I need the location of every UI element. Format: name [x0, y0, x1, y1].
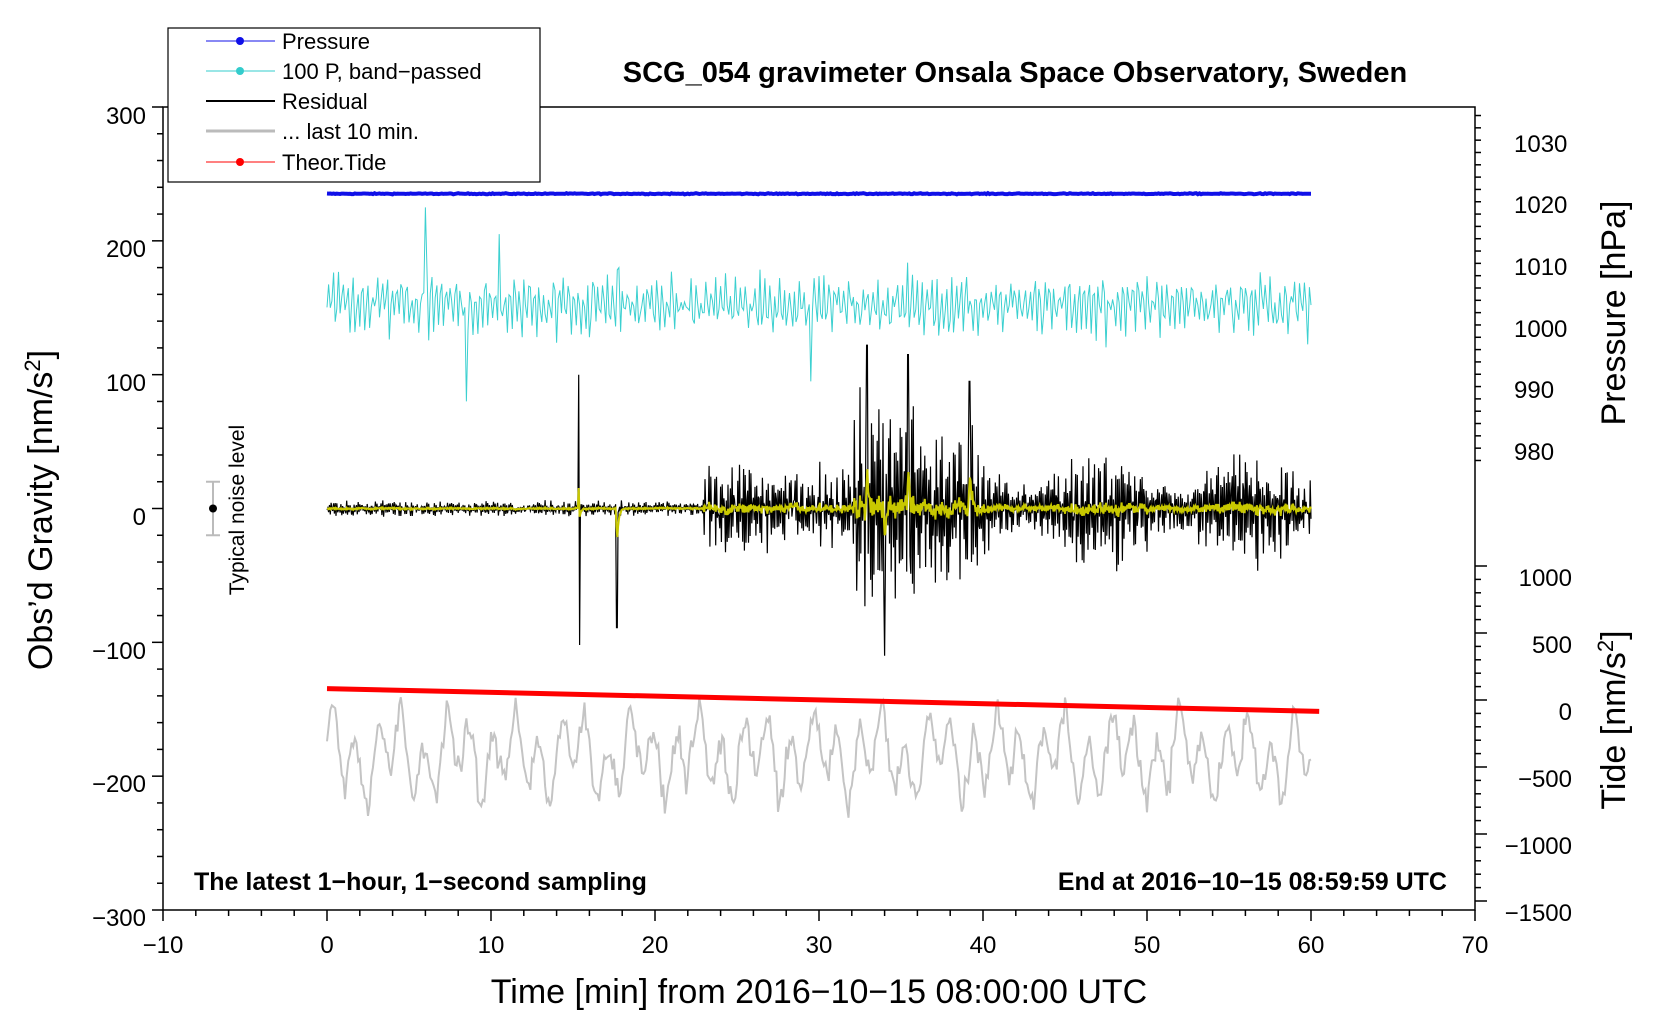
pressure-tick-labels: 1030 1020 1010 1000 990 980: [1514, 131, 1567, 466]
legend-label: ... last 10 min.: [282, 119, 419, 144]
left-y-tick-label: 300: [106, 103, 146, 130]
pressure-tick-label: 1030: [1514, 131, 1567, 158]
legend-entry-pressure: Pressure: [206, 29, 370, 54]
theoretical-tide-series: [326, 686, 1320, 714]
tick-layer: [152, 106, 1487, 921]
left-y-tick-label: −300: [92, 905, 146, 932]
x-tick-label: 30: [806, 932, 833, 959]
left-y-tick-label: 200: [106, 236, 146, 263]
x-tick-labels: −10 0 10 20 30 40 50 60 70: [143, 932, 1489, 959]
noise-level-indicator: Typical noise level: [206, 425, 249, 595]
x-tick-label: 10: [478, 932, 505, 959]
tide-axis-label: Tide [nm/s: [1595, 652, 1633, 809]
tide-tick-label: 0: [1559, 699, 1572, 726]
tide-tick-label: −1500: [1505, 900, 1572, 927]
legend-marker: [236, 37, 244, 45]
series-layer: [326, 190, 1320, 818]
pressure-tick-label: 990: [1514, 377, 1554, 404]
x-tick-label: 20: [642, 932, 669, 959]
pressure-tick-label: 1020: [1514, 192, 1567, 219]
legend-label: 100 P, band−passed: [282, 59, 482, 84]
pressure-axis-title: Pressure [hPa]: [1595, 201, 1633, 426]
pressure-series: [326, 190, 1311, 197]
pressure-tick-label: 1000: [1514, 316, 1567, 343]
residual-smoothed-series: [326, 469, 1312, 538]
legend-entry-last-10-min: ... last 10 min.: [206, 119, 419, 144]
pressure-tick-label: 1010: [1514, 254, 1567, 281]
x-tick-label: 50: [1134, 932, 1161, 959]
left-y-tick-label: −100: [92, 638, 146, 665]
footer-left-note: The latest 1−hour, 1−second sampling: [194, 868, 647, 896]
left-y-tick-label: −200: [92, 771, 146, 798]
left-axis-title: Obs’d Gravity [nm/s2]: [20, 350, 61, 670]
legend-marker: [236, 158, 244, 166]
tide-axis-label-sup: 2: [1593, 640, 1618, 652]
tide-tick-labels: 1000 500 0 −500 −1000 −1500: [1505, 565, 1572, 927]
legend-box: [167, 27, 541, 183]
x-axis-title: Time [min] from 2016−10−15 08:00:00 UTC: [491, 973, 1147, 1011]
pressure-tick-label: 980: [1514, 439, 1554, 466]
x-tick-label: 0: [320, 932, 333, 959]
x-tick-label: −10: [143, 932, 184, 959]
tide-axis-title: Tide [nm/s2]: [1593, 630, 1634, 809]
band-passed-pressure-series: [326, 207, 1312, 402]
chart-title: SCG_054 gravimeter Onsala Space Observat…: [623, 57, 1407, 89]
legend-label: Theor.Tide: [282, 150, 386, 175]
footer-right-note: End at 2016−10−15 08:59:59 UTC: [1058, 868, 1447, 896]
left-axis-label-end: ]: [22, 350, 60, 359]
left-y-tick-label: 0: [133, 504, 146, 531]
tide-tick-label: −500: [1518, 766, 1572, 793]
tide-tick-label: −1000: [1505, 833, 1572, 860]
legend-entry-band-passed: 100 P, band−passed: [206, 59, 482, 84]
noise-dot: [209, 504, 217, 513]
legend-entry-theor-tide: Theor.Tide: [206, 150, 386, 175]
last-10-min-series: [326, 696, 1312, 818]
x-tick-label: 70: [1462, 932, 1489, 959]
noise-label: Typical noise level: [226, 425, 249, 595]
legend-label: Residual: [282, 89, 368, 114]
tide-tick-label: 1000: [1519, 565, 1572, 592]
left-axis-label-sup: 2: [20, 359, 45, 371]
x-tick-label: 60: [1298, 932, 1325, 959]
tide-axis-label-end: ]: [1595, 630, 1633, 639]
legend: Pressure 100 P, band−passed Residual ...…: [167, 27, 541, 183]
x-tick-label: 40: [970, 932, 997, 959]
residual-series: [326, 344, 1312, 656]
legend-marker: [236, 67, 244, 75]
left-y-tick-labels: 300 200 100 0 −100 −200 −300: [92, 103, 146, 932]
left-y-tick-label: 100: [106, 370, 146, 397]
legend-label: Pressure: [282, 29, 370, 54]
legend-entry-residual: Residual: [206, 89, 368, 114]
tide-tick-label: 500: [1532, 632, 1572, 659]
left-axis-label: Obs’d Gravity [nm/s: [22, 372, 60, 671]
